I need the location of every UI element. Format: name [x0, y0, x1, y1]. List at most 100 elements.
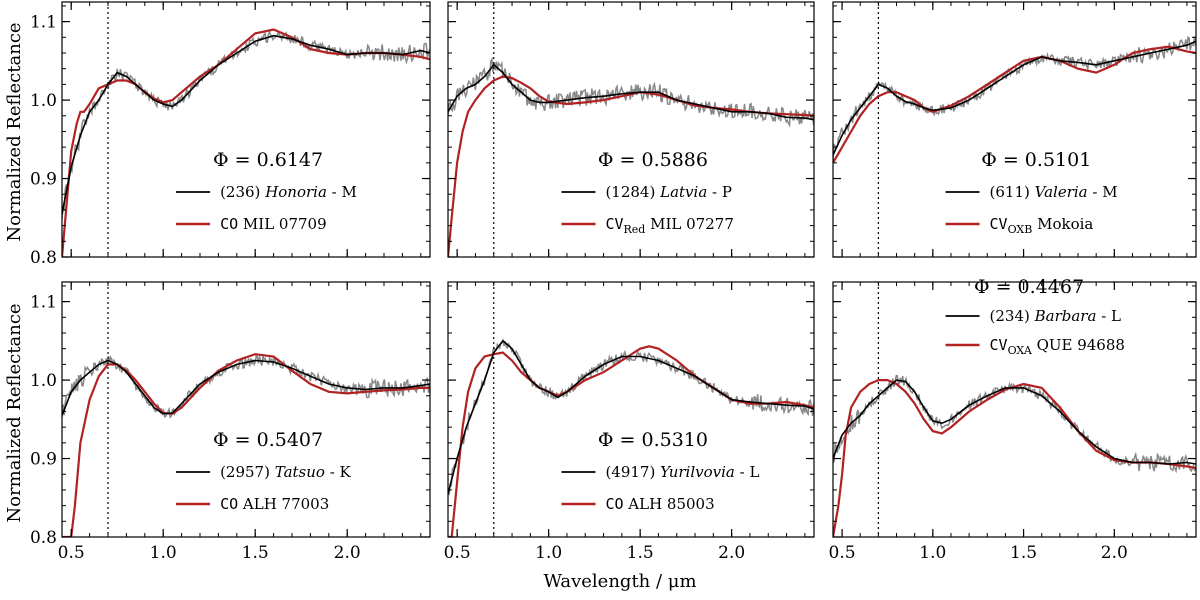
meteorite-subgroup: OXA	[1008, 344, 1033, 357]
x-tick-label: 1.5	[1010, 543, 1037, 563]
panel-frame	[447, 1, 815, 258]
meteorite-group: CV	[605, 215, 623, 233]
legend-meteorite-label: CO MIL 07709	[220, 215, 327, 233]
plot-area	[448, 338, 814, 537]
asteroid-name: Barbara	[1034, 307, 1097, 325]
legend-meteorite-label: CVOXB Mokoia	[990, 215, 1094, 236]
panel-5: 0.5 1.0 1.5 2.0 Φ = 0.5310 (4917) Yurilvovia …	[444, 281, 815, 563]
y-tick-label: 0.9	[30, 450, 57, 470]
plot-area	[62, 353, 430, 537]
y-tick-label: 0.8	[30, 248, 57, 268]
x-tick-label: 2.0	[1101, 543, 1128, 563]
phi-value: Φ = 0.5407	[213, 429, 323, 451]
asteroid-number: (236)	[220, 183, 265, 201]
plot-area	[448, 56, 814, 257]
meteorite-spectrum-line	[62, 353, 430, 537]
x-tick-label: 1.0	[535, 543, 562, 563]
legend-asteroid-label: (611) Valeria - M	[990, 183, 1118, 201]
asteroid-class: - M	[327, 183, 357, 201]
legend-asteroid-label: (2957) Tatsuo - K	[220, 463, 351, 481]
y-tick-label: 1.1	[30, 13, 57, 33]
plot-area	[833, 35, 1196, 164]
asteroid-number: (4917)	[605, 463, 660, 481]
panel-2: Φ = 0.5886 (1284) Latvia - P CVRed MIL 072…	[447, 1, 815, 258]
asteroid-class: - P	[707, 183, 732, 201]
x-tick-label: 1.0	[150, 543, 177, 563]
legend-meteorite-label: CVOXA QUE 94688	[990, 336, 1125, 357]
x-tick-label: 0.5	[444, 543, 471, 563]
x-tick-label: 1.5	[627, 543, 654, 563]
asteroid-class: - L	[735, 463, 760, 481]
x-tick-label: 0.5	[58, 543, 85, 563]
asteroid-name: Tatsuo	[275, 463, 325, 481]
legend-meteorite-label: CVRed MIL 07277	[605, 215, 733, 236]
asteroid-spectrum-line	[448, 63, 814, 121]
panels: 0.80.91.01.1Φ = 0.6147(236) Honoria - MC…	[30, 1, 1197, 563]
meteorite-spectrum-line	[833, 45, 1196, 164]
panel-frame	[61, 281, 431, 538]
meteorite-group: CV	[990, 336, 1008, 354]
asteroid-spectrum-line	[833, 379, 1196, 465]
phi-value: Φ = 0.5101	[981, 149, 1091, 171]
meteorite-subgroup: Red	[624, 223, 646, 236]
meteorite-group: CO	[605, 495, 623, 513]
y-axis-label-bottom: Normalized Reflectance	[4, 303, 25, 522]
meteorite-subgroup: OXB	[1008, 223, 1033, 236]
asteroid-class: - L	[1096, 307, 1121, 325]
x-tick-label: 1.0	[919, 543, 946, 563]
asteroid-spectrum-line	[448, 339, 814, 494]
asteroid-spectrum-line	[833, 40, 1196, 156]
y-tick-label: 0.8	[30, 528, 57, 548]
panel-frame	[832, 281, 1197, 538]
y-axis-label-top: Normalized Reflectance	[4, 22, 25, 241]
meteorite-name: QUE 94688	[1032, 336, 1125, 354]
plot-area	[62, 28, 430, 257]
asteroid-name: Yurilvovia	[660, 463, 735, 481]
panel-4: 0.5 1.0 1.5 2.0 0.8 0.9 1.0 1.1 Φ = 0.5407 (2957)…	[30, 281, 431, 563]
asteroid-class: - M	[1088, 183, 1118, 201]
legend-meteorite-label: CO ALH 77003	[220, 495, 329, 513]
meteorite-name: MIL 07709	[238, 215, 327, 233]
phi-value: Φ = 0.5310	[598, 429, 708, 451]
panel-1: 0.80.91.01.1Φ = 0.6147(236) Honoria - MC…	[30, 1, 431, 268]
panel-6: 0.5 1.0 1.5 2.0 Φ = 0.4467 (234) Barbara - L C…	[829, 276, 1197, 563]
y-tick-label: 1.0	[30, 371, 57, 391]
legend-asteroid-label: (1284) Latvia - P	[605, 183, 732, 201]
y-tick-label: 1.1	[30, 293, 57, 313]
meteorite-group: CO	[220, 215, 238, 233]
meteorite-group: CV	[990, 215, 1008, 233]
legend-asteroid-label: (4917) Yurilvovia - L	[605, 463, 759, 481]
panel-3: Φ = 0.5101 (611) Valeria - M CVOXB Mokoia	[832, 1, 1197, 258]
asteroid-name: Honoria	[264, 183, 327, 201]
x-tick-label: 0.5	[829, 543, 856, 563]
asteroid-spectrum-line	[62, 359, 430, 416]
legend-asteroid-label: (234) Barbara - L	[990, 307, 1122, 325]
asteroid-spectrum-line	[62, 34, 430, 214]
panel-frame	[61, 1, 431, 258]
y-tick-label: 1.0	[30, 91, 57, 111]
asteroid-number: (234)	[990, 307, 1035, 325]
meteorite-group: CO	[220, 495, 238, 513]
legend-meteorite-label: CO ALH 85003	[605, 495, 714, 513]
meteorite-name: Mokoia	[1032, 215, 1093, 233]
meteorite-spectrum-line	[833, 379, 1196, 537]
panel-frame	[832, 1, 1197, 258]
plot-area	[833, 374, 1196, 537]
phi-value: Φ = 0.6147	[213, 149, 323, 171]
x-tick-label: 1.5	[242, 543, 269, 563]
y-tick-label: 0.9	[30, 170, 57, 190]
meteorite-name: MIL 07277	[645, 215, 734, 233]
asteroid-number: (1284)	[605, 183, 660, 201]
x-axis-label: Wavelength / μm	[543, 571, 696, 592]
meteorite-spectrum-line	[448, 75, 814, 257]
asteroid-class: - K	[325, 463, 352, 481]
asteroid-name: Valeria	[1035, 183, 1088, 201]
asteroid-name: Latvia	[659, 183, 707, 201]
asteroid-number: (611)	[990, 183, 1035, 201]
panel-frame	[447, 281, 815, 538]
x-tick-label: 2.0	[334, 543, 361, 563]
phi-value: Φ = 0.5886	[598, 149, 708, 171]
x-tick-label: 2.0	[718, 543, 745, 563]
asteroid-number: (2957)	[220, 463, 275, 481]
